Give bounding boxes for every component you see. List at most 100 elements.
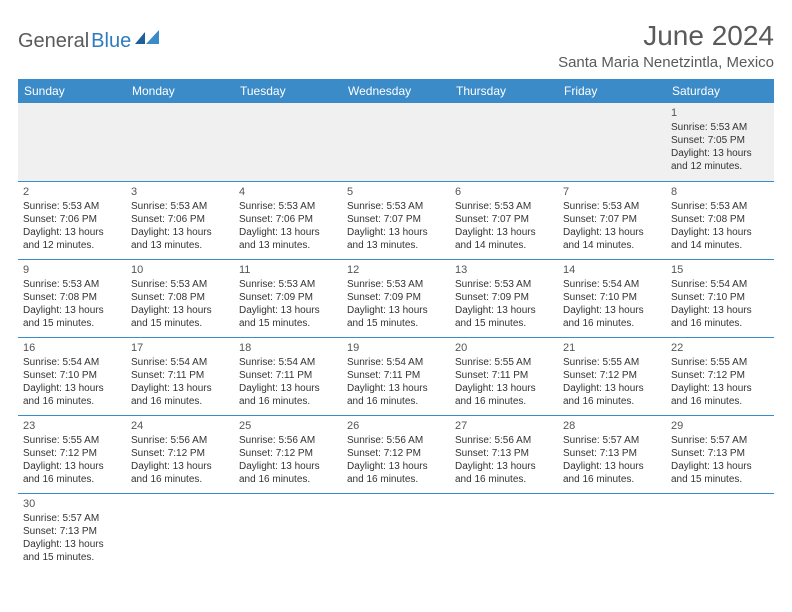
logo-text-blue: Blue [91,30,131,53]
dayname-sunday: Sunday [18,79,126,103]
calendar-week: 16Sunrise: 5:54 AMSunset: 7:10 PMDayligh… [18,337,774,415]
sunset-text: Sunset: 7:12 PM [563,369,661,382]
daylight-text: Daylight: 13 hours and 16 minutes. [347,460,445,486]
calendar-cell: 28Sunrise: 5:57 AMSunset: 7:13 PMDayligh… [558,415,666,493]
sunrise-text: Sunrise: 5:55 AM [23,434,121,447]
calendar-cell: 24Sunrise: 5:56 AMSunset: 7:12 PMDayligh… [126,415,234,493]
calendar-cell: 26Sunrise: 5:56 AMSunset: 7:12 PMDayligh… [342,415,450,493]
calendar-cell: 15Sunrise: 5:54 AMSunset: 7:10 PMDayligh… [666,259,774,337]
sunrise-text: Sunrise: 5:53 AM [455,200,553,213]
calendar-cell: 13Sunrise: 5:53 AMSunset: 7:09 PMDayligh… [450,259,558,337]
sunrise-text: Sunrise: 5:53 AM [563,200,661,213]
calendar-cell [450,493,558,571]
calendar-cell: 16Sunrise: 5:54 AMSunset: 7:10 PMDayligh… [18,337,126,415]
day-number: 21 [563,341,661,355]
calendar-week: 23Sunrise: 5:55 AM Sunset: 7:12 PM Dayligh… [18,415,774,493]
calendar-table: Sunday Monday Tuesday Wednesday Thursday… [18,79,774,571]
day-number: 28 [563,419,661,433]
sunrise-text: Sunrise: 5:57 AM [563,434,661,447]
calendar-cell: 27Sunrise: 5:56 AMSunset: 7:13 PMDayligh… [450,415,558,493]
calendar-cell: 11Sunrise: 5:53 AMSunset: 7:09 PMDayligh… [234,259,342,337]
calendar-cell [126,103,234,181]
day-number: 3 [131,185,229,199]
calendar-cell [558,103,666,181]
sunset-text: Sunset: 7:12 PM [131,447,229,460]
sunset-text: Sunset: 7:06 PM [239,213,337,226]
sunrise-text: Sunrise: 5:53 AM [347,278,445,291]
calendar-cell [342,493,450,571]
daylight-text: Daylight: 13 hours and 13 minutes. [347,226,445,252]
daylight-text: Daylight: 13 hours and 14 minutes. [455,226,553,252]
calendar-cell: 18Sunrise: 5:54 AMSunset: 7:11 PMDayligh… [234,337,342,415]
daylight-text: Daylight: 13 hours and 15 minutes. [347,304,445,330]
daylight-text: Daylight: 13 hours and 15 minutes. [23,304,121,330]
sunset-text: Sunset: 7:10 PM [563,291,661,304]
sunrise-text: Sunrise: 5:54 AM [347,356,445,369]
calendar-cell: 2Sunrise: 5:53 AMSunset: 7:06 PMDaylight… [18,181,126,259]
calendar-cell [450,103,558,181]
calendar-cell: 19Sunrise: 5:54 AMSunset: 7:11 PMDayligh… [342,337,450,415]
day-number: 10 [131,263,229,277]
day-number: 1 [671,106,769,120]
day-number: 5 [347,185,445,199]
dayname-tuesday: Tuesday [234,79,342,103]
day-number: 24 [131,419,229,433]
daylight-text: Daylight: 13 hours and 12 minutes. [671,147,769,173]
sunset-text: Sunset: 7:07 PM [347,213,445,226]
daylight-text: Daylight: 13 hours and 14 minutes. [563,226,661,252]
sunrise-text: Sunrise: 5:55 AM [671,356,769,369]
daylight-text: Daylight: 13 hours and 16 minutes. [23,382,121,408]
calendar-cell [234,493,342,571]
location: Santa Maria Nenetzintla, Mexico [558,54,774,71]
calendar-cell [558,493,666,571]
calendar-cell: 1Sunrise: 5:53 AMSunset: 7:05 PMDaylight… [666,103,774,181]
calendar-cell: 5Sunrise: 5:53 AMSunset: 7:07 PMDaylight… [342,181,450,259]
day-number: 23 [23,419,121,433]
calendar-cell: 22Sunrise: 5:55 AMSunset: 7:12 PMDayligh… [666,337,774,415]
sunset-text: Sunset: 7:09 PM [347,291,445,304]
dayname-monday: Monday [126,79,234,103]
sunset-text: Sunset: 7:12 PM [239,447,337,460]
sunset-text: Sunset: 7:08 PM [131,291,229,304]
dayname-row: Sunday Monday Tuesday Wednesday Thursday… [18,79,774,103]
daylight-text: Daylight: 13 hours and 12 minutes. [23,226,121,252]
day-number: 11 [239,263,337,277]
calendar-cell: 23Sunrise: 5:55 AMSunset: 7:12 PMDayligh… [18,415,126,493]
header: GeneralBlue June 2024 Santa Maria Nenetz… [18,20,774,71]
day-number: 17 [131,341,229,355]
daylight-text: Daylight: 13 hours and 16 minutes. [239,382,337,408]
sunset-text: Sunset: 7:10 PM [671,291,769,304]
sunrise-text: Sunrise: 5:56 AM [347,434,445,447]
day-number: 2 [23,185,121,199]
sunrise-text: Sunrise: 5:56 AM [239,434,337,447]
daylight-text: Daylight: 13 hours and 16 minutes. [671,304,769,330]
title-block: June 2024 Santa Maria Nenetzintla, Mexic… [558,20,774,71]
sunrise-text: Sunrise: 5:53 AM [671,121,769,134]
sunset-text: Sunset: 7:13 PM [671,447,769,460]
sunrise-text: Sunrise: 5:53 AM [131,278,229,291]
day-number: 9 [23,263,121,277]
sunrise-text: Sunrise: 5:53 AM [347,200,445,213]
sunrise-text: Sunrise: 5:55 AM [563,356,661,369]
calendar-cell: 10Sunrise: 5:53 AMSunset: 7:08 PMDayligh… [126,259,234,337]
sunset-text: Sunset: 7:06 PM [131,213,229,226]
sunset-text: Sunset: 7:11 PM [131,369,229,382]
daylight-text: Daylight: 13 hours and 16 minutes. [23,460,121,486]
sunrise-text: Sunrise: 5:53 AM [23,278,121,291]
daylight-text: Daylight: 13 hours and 16 minutes. [563,382,661,408]
day-number: 27 [455,419,553,433]
sunset-text: Sunset: 7:07 PM [563,213,661,226]
calendar-week: 30Sunrise: 5:57 AMSunset: 7:13 PMDayligh… [18,493,774,571]
day-number: 8 [671,185,769,199]
calendar-cell [234,103,342,181]
daylight-text: Daylight: 13 hours and 15 minutes. [455,304,553,330]
day-number: 13 [455,263,553,277]
calendar-week: 9Sunrise: 5:53 AMSunset: 7:08 PMDaylight… [18,259,774,337]
sunrise-text: Sunrise: 5:55 AM [455,356,553,369]
sunrise-text: Sunrise: 5:54 AM [131,356,229,369]
daylight-text: Daylight: 13 hours and 16 minutes. [131,382,229,408]
daylight-text: Daylight: 13 hours and 16 minutes. [563,304,661,330]
sunset-text: Sunset: 7:09 PM [455,291,553,304]
sunrise-text: Sunrise: 5:53 AM [671,200,769,213]
sunrise-text: Sunrise: 5:54 AM [239,356,337,369]
